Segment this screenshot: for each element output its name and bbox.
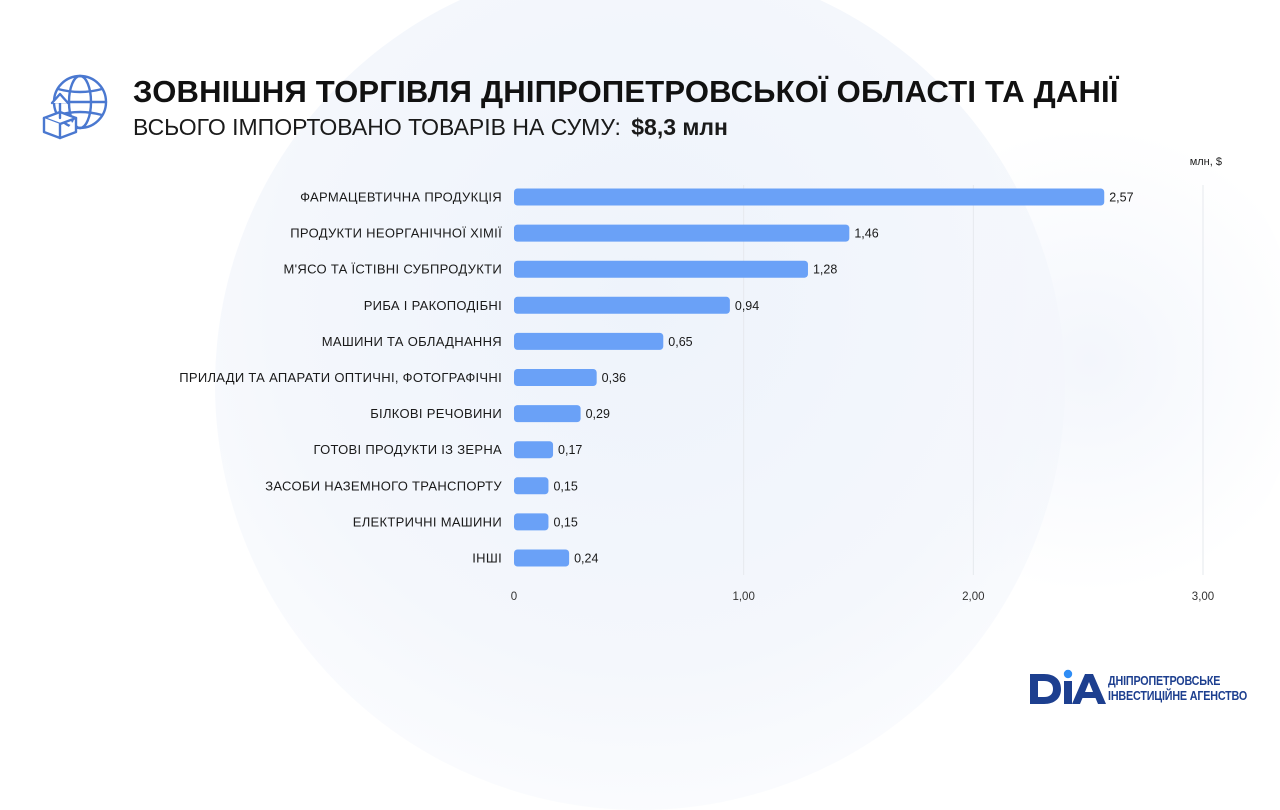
globe-import-box-icon: [42, 74, 108, 140]
bar: [514, 405, 581, 423]
bar-chart: 0 1,00 2,00 3,00 ФАРМАЦЕВТИЧНА ПРОДУКЦІЯ 2,57…: [179, 185, 1214, 603]
page-title: ЗОВНІШНЯ ТОРГІВЛЯ ДНІПРОПЕТРОВСЬКОЇ ОБЛА…: [133, 74, 1119, 109]
category-label: ІНШІ: [472, 551, 502, 566]
unit-label: млн, $: [1189, 156, 1222, 168]
bar: [514, 477, 549, 495]
category-label: ПРИЛАДИ ТА АПАРАТИ ОПТИЧНІ, ФОТОГРАФІЧНІ: [179, 370, 502, 385]
bar: [514, 549, 570, 567]
category-label: ГОТОВІ ПРОДУКТИ ІЗ ЗЕРНА: [313, 442, 502, 457]
category-label: ЗАСОБИ НАЗЕМНОГО ТРАНСПОРТУ: [265, 478, 502, 493]
bar: [514, 369, 597, 386]
dia-logo: [1030, 669, 1106, 704]
bar: [514, 332, 664, 350]
subtitle-prefix: ВСЬОГО ІМПОРТОВАНО ТОВАРІВ НА СУМУ:: [133, 114, 621, 140]
bar: [514, 296, 730, 314]
value-label: 0,29: [586, 407, 610, 421]
value-label: 1,46: [854, 227, 878, 241]
logo-line-2: ІНВЕСТИЦІЙНЕ АГЕНСТВО: [1108, 689, 1248, 703]
bar: [514, 224, 850, 242]
bar: [514, 188, 1105, 206]
category-label: ФАРМАЦЕВТИЧНА ПРОДУКЦІЯ: [300, 190, 502, 205]
logo-line-1: ДНІПРОПЕТРОВСЬКЕ: [1108, 674, 1221, 688]
category-label: РИБА І РАКОПОДІБНІ: [364, 298, 502, 313]
value-label: 0,94: [735, 299, 759, 313]
x-tick-label: 1,00: [732, 591, 754, 603]
value-label: 2,57: [1109, 191, 1133, 205]
logo-caption: ДНІПРОПЕТРОВСЬКЕ ІНВЕСТИЦІЙНЕ АГЕНСТВО: [1108, 674, 1247, 704]
x-tick-label: 2,00: [962, 591, 984, 603]
background-glow: [880, 100, 1280, 620]
value-label: 1,28: [813, 263, 837, 277]
value-label: 0,15: [553, 479, 577, 493]
category-label: М'ЯСО ТА ЇСТІВНІ СУБПРОДУКТИ: [284, 262, 503, 277]
value-label: 0,15: [553, 515, 577, 529]
category-label: БІЛКОВІ РЕЧОВИНИ: [370, 406, 502, 421]
category-label: ПРОДУКТИ НЕОРГАНІЧНОЇ ХІМІЇ: [290, 226, 502, 241]
subtitle-amount: $8,3 млн: [631, 114, 728, 140]
value-label: 0,24: [574, 552, 598, 566]
bar: [514, 513, 549, 531]
value-label: 0,65: [668, 335, 692, 349]
category-label: ЕЛЕКТРИЧНІ МАШИНИ: [353, 514, 502, 529]
x-tick-label: 0: [511, 591, 517, 603]
page-subtitle: ВСЬОГО ІМПОРТОВАНО ТОВАРІВ НА СУМУ: $8,3…: [133, 114, 728, 141]
x-tick-label: 3,00: [1192, 591, 1214, 603]
category-label: МАШИНИ ТА ОБЛАДНАННЯ: [322, 334, 502, 349]
bar: [514, 260, 808, 278]
value-label: 0,17: [558, 443, 582, 457]
bar: [514, 441, 554, 459]
value-label: 0,36: [602, 371, 626, 385]
